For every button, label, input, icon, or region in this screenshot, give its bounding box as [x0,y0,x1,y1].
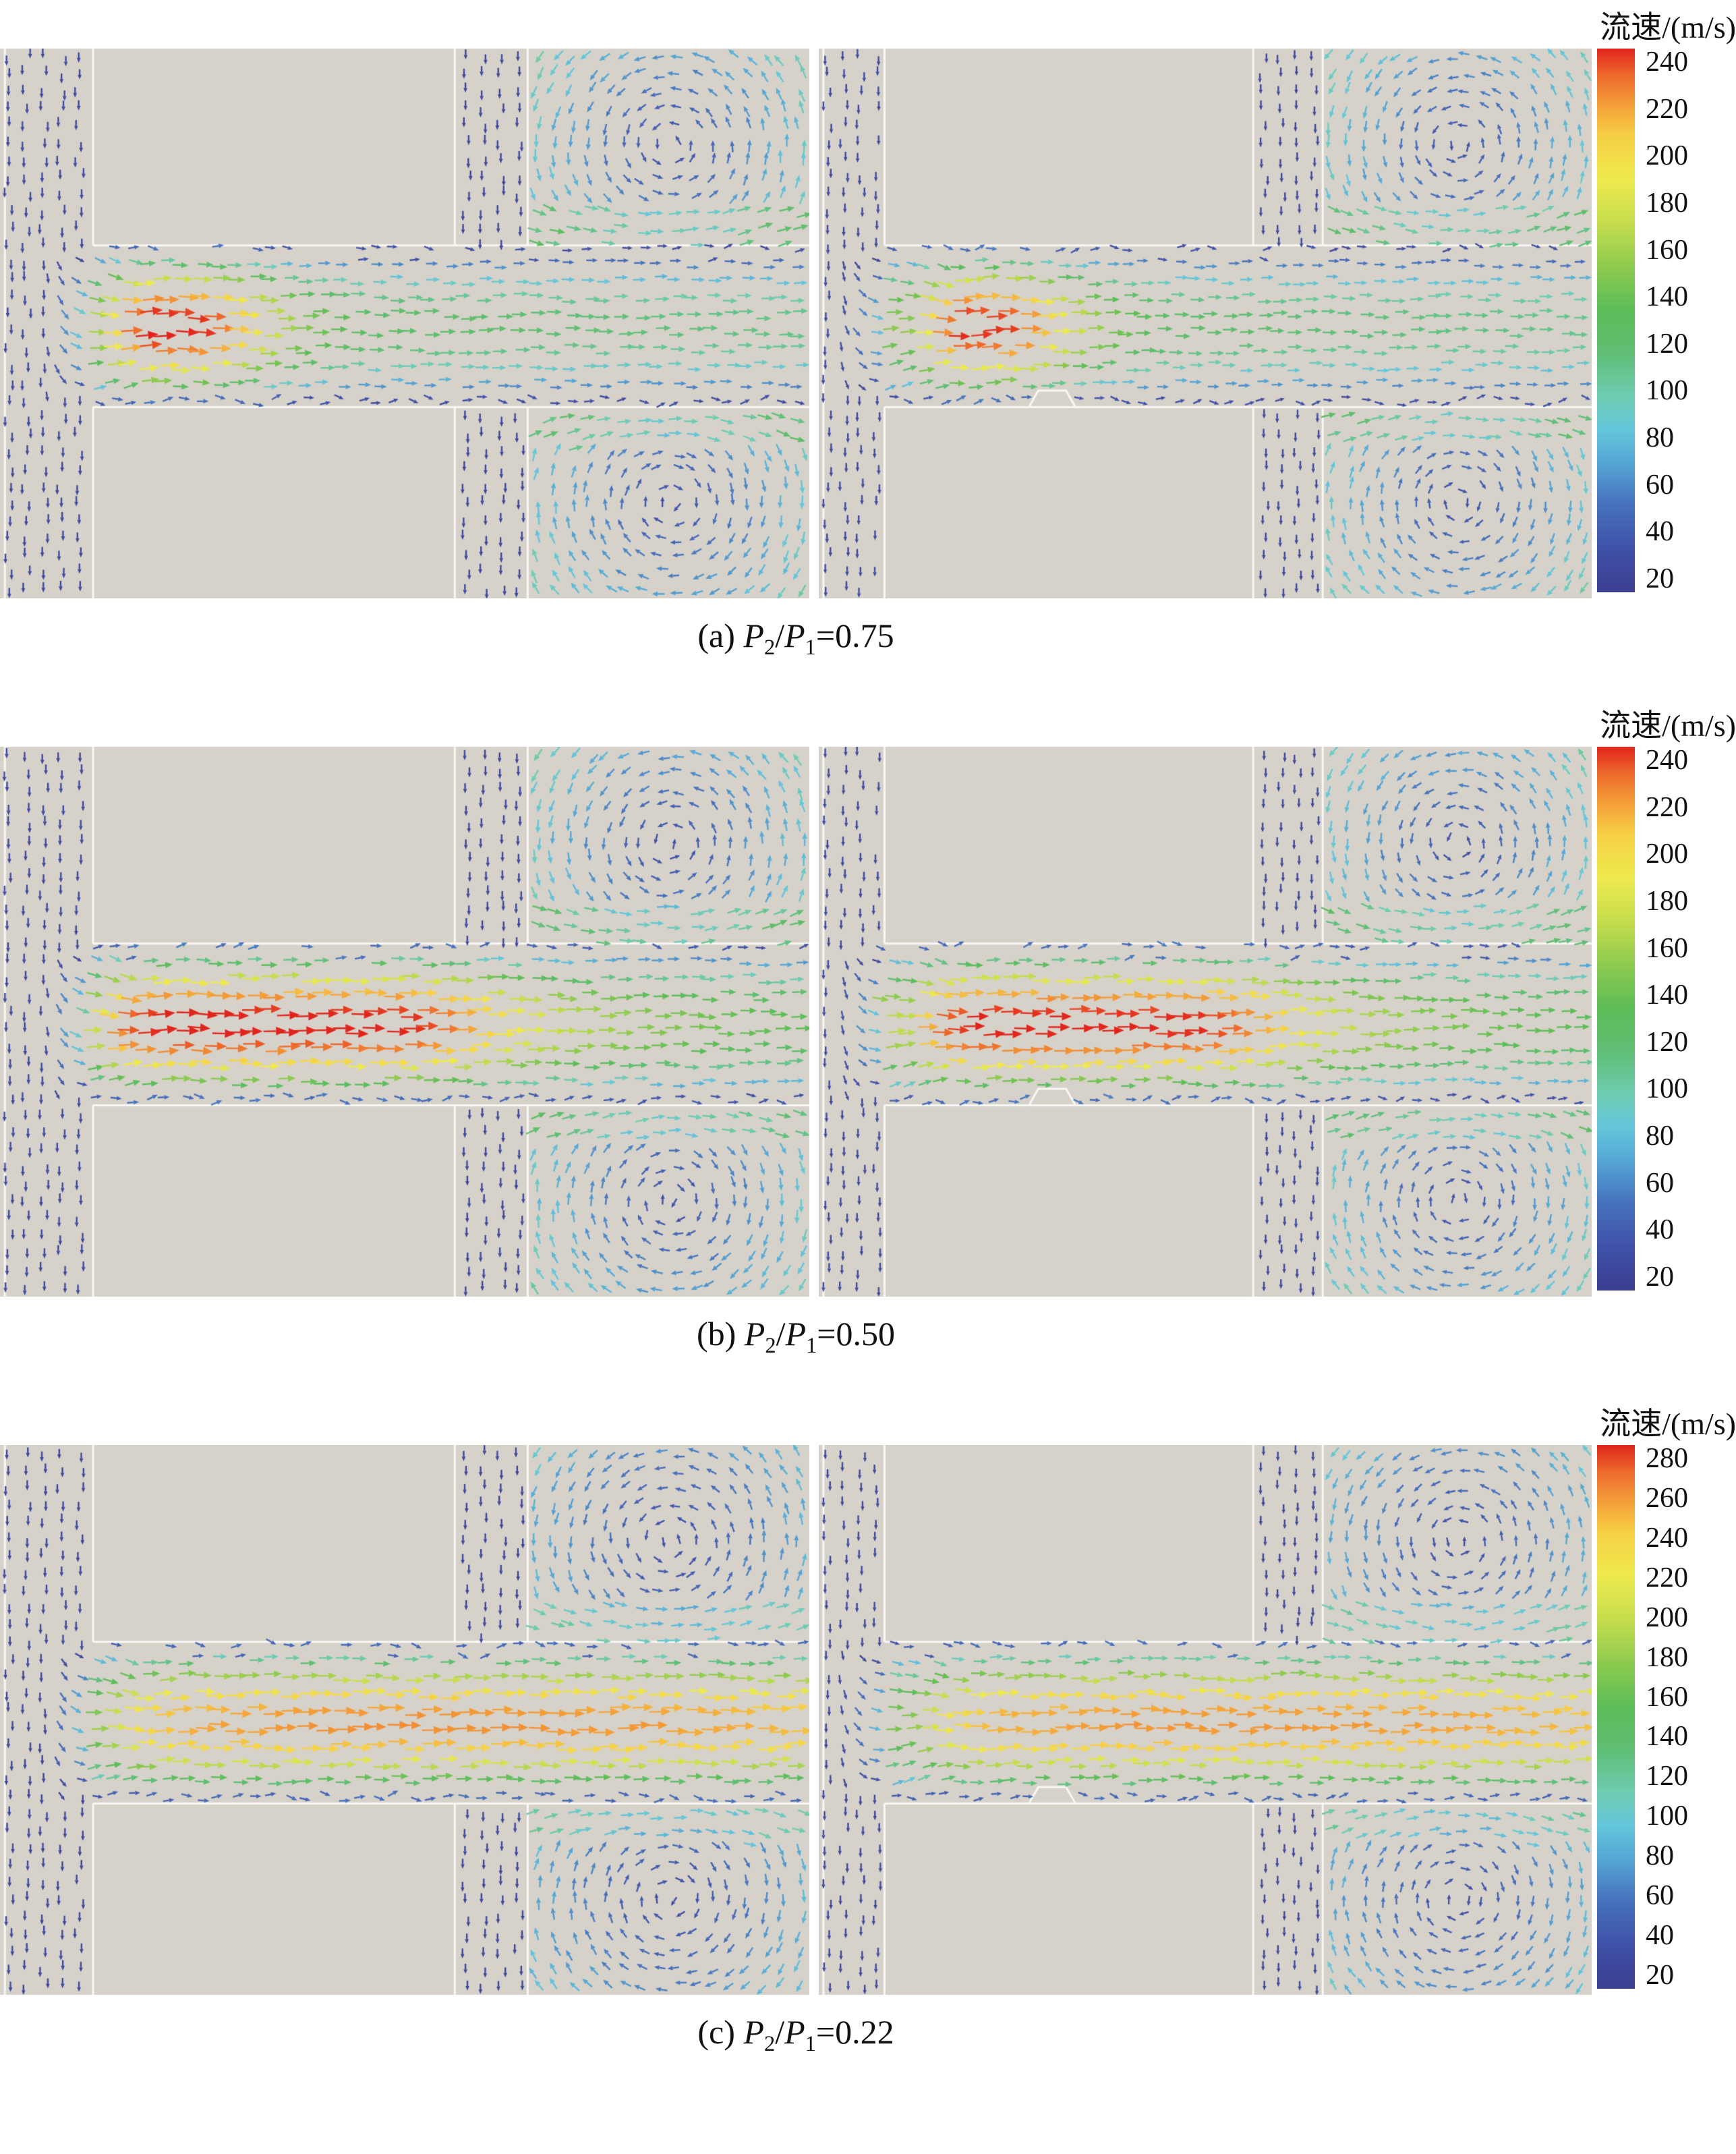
colorbar-body: 280 260 240 220 200 180 160 140 120 100 80 60 40 20 [1592,1443,1736,1991]
colorbar-tick-label: 220 [1646,791,1688,823]
colorbar-tick-label: 160 [1646,234,1688,266]
colorbar-tick-label: 200 [1646,839,1688,870]
colorbar-tick-label: 240 [1646,745,1688,776]
caption-segment: P [785,1315,807,1353]
colorbar-tick-label: 140 [1646,980,1688,1011]
subfigure-b: 流速/(m/s) 240 220 200 180 160 140 120 100 80 60 40 2… [0,708,1736,1359]
subfigure-a-main: 流速/(m/s) 240 220 200 180 160 140 120 100 80 60 40 2… [0,9,1736,598]
subfigure-b-panels [0,747,1592,1297]
colorbar-title: 流速/(m/s) [1600,10,1736,45]
colorbar-tick-label: 120 [1646,1026,1688,1058]
colorbar-title: 流速/(m/s) [1600,708,1736,743]
caption-segment: / [775,2013,785,2051]
figure-caption-b: (b) P2/P1=0.50 [0,1314,1592,1359]
colorbar-tick-label: 180 [1646,187,1688,219]
caption-segment: 1 [805,635,816,660]
colorbar-b: 流速/(m/s) 240 220 200 180 160 140 120 100 80 60 40 2… [1592,708,1736,1293]
colorbar-tick-label: 180 [1646,1641,1688,1673]
caption-segment: P [743,617,764,654]
caption-segment: 1 [806,1334,817,1358]
vector-field-panel-c-right [819,1445,1592,1995]
colorbar-tick-label: 40 [1646,1919,1674,1951]
colorbar-tick-label: 280 [1646,1443,1688,1475]
subfigure-a: 流速/(m/s) 240 220 200 180 160 140 120 100 80 60 40 2… [0,9,1736,660]
subfigure-c: 流速/(m/s) 280 260 240 220 200 180 160 140 120 100 8… [0,1406,1736,2057]
colorbar-body: 240 220 200 180 160 140 120 100 80 60 40 20 [1592,47,1736,594]
caption-segment: =0.22 [815,2013,894,2051]
colorbar-tick-label: 140 [1646,281,1688,313]
colorbar-body: 240 220 200 180 160 140 120 100 80 60 40 20 [1592,745,1736,1293]
vector-field-panel-a-left [0,49,809,598]
colorbar-title: 流速/(m/s) [1600,1407,1736,1441]
colorbar-tick-label: 240 [1646,1522,1688,1554]
caption-segment: 2 [763,2032,776,2056]
colorbar-tick-label: 100 [1646,1801,1688,1832]
colorbar-tick-label: 120 [1646,328,1688,360]
caption-segment: P [744,1315,765,1353]
caption-segment: P [784,617,805,654]
caption-segment: (c) [697,2013,744,2051]
subfigure-c-main: 流速/(m/s) 280 260 240 220 200 180 160 140 120 100 8… [0,1406,1736,1995]
caption-segment: P [784,2013,805,2051]
caption-segment: (b) [696,1315,745,1353]
colorbar-tick-label: 60 [1646,1880,1674,1912]
colorbar-tick-label: 200 [1646,140,1688,172]
colorbar-tick-label: 160 [1646,1681,1688,1713]
colorbar-tick-label: 180 [1646,885,1688,917]
vector-field-panel-b-right [819,747,1592,1297]
figure-caption-a: (a) P2/P1=0.75 [0,616,1592,660]
caption-segment: 2 [763,635,776,660]
colorbar-tick-label: 60 [1646,1167,1674,1199]
colorbar-tick-label: 240 [1646,47,1688,78]
caption-segment: =0.75 [815,617,894,654]
colorbar-tick-label: 40 [1646,1214,1674,1246]
colorbar-tick-label: 220 [1646,1562,1688,1593]
caption-segment: 1 [805,2032,816,2056]
colorbar-tick-label: 220 [1646,93,1688,125]
colorbar-tick-label: 80 [1646,1121,1674,1152]
colorbar-tick-label: 80 [1646,1840,1674,1872]
caption-segment: 2 [765,1334,776,1358]
subfigure-a-panels [0,49,1592,598]
colorbar-tick-label: 120 [1646,1761,1688,1792]
colorbar-tick-label: 20 [1646,1959,1674,1991]
caption-segment: / [775,617,785,654]
colorbar-tick-label: 200 [1646,1602,1688,1633]
colorbar-tick-label: 100 [1646,375,1688,407]
colorbar-tick-label: 20 [1646,563,1674,594]
colorbar-tick-label: 40 [1646,516,1674,548]
colorbar-a: 流速/(m/s) 240 220 200 180 160 140 120 100 80 60 40 2… [1592,9,1736,594]
colorbar-tick-label: 260 [1646,1483,1688,1514]
colorbar-gradient [1597,747,1635,1291]
colorbar-tick-label: 100 [1646,1073,1688,1105]
caption-segment: / [776,1315,786,1353]
colorbar-gradient [1597,1445,1635,1989]
vector-field-panel-a-right [819,49,1592,598]
caption-segment: (a) [697,617,744,654]
colorbar-tick-label: 20 [1646,1261,1674,1293]
caption-segment: =0.50 [817,1315,895,1353]
subfigure-b-main: 流速/(m/s) 240 220 200 180 160 140 120 100 80 60 40 2… [0,708,1736,1297]
subfigure-c-panels [0,1445,1592,1995]
colorbar-tick-label: 80 [1646,422,1674,454]
colorbar-tick-label: 60 [1646,469,1674,501]
colorbar-c: 流速/(m/s) 280 260 240 220 200 180 160 140 120 100 8… [1592,1406,1736,1991]
colorbar-tick-label: 140 [1646,1721,1688,1753]
figure-caption-c: (c) P2/P1=0.22 [0,2012,1592,2057]
vector-field-panel-b-left [0,747,809,1297]
vector-field-panel-c-left [0,1445,809,1995]
colorbar-gradient [1597,49,1635,592]
colorbar-tick-label: 160 [1646,932,1688,964]
caption-segment: P [743,2013,764,2051]
